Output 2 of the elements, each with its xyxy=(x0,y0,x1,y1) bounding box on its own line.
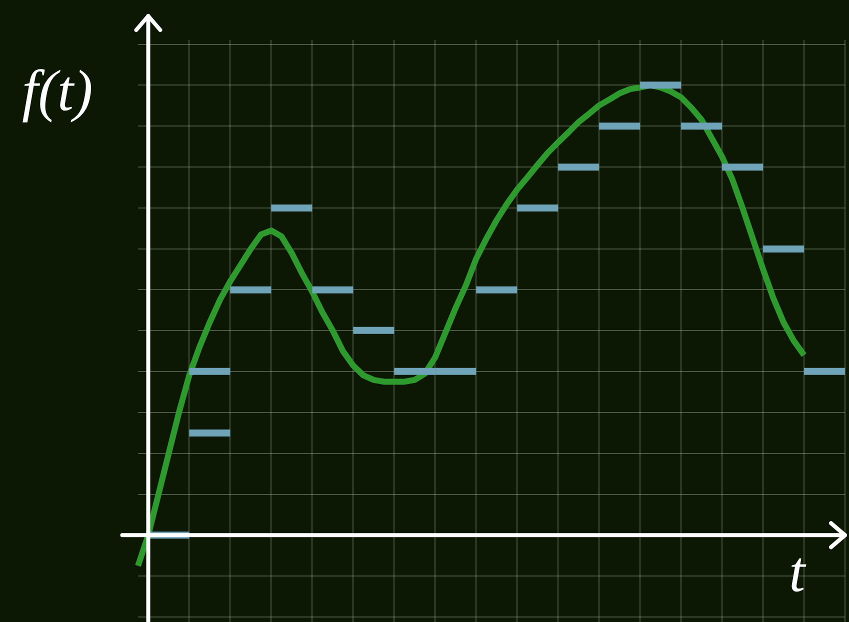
x-axis-title: t xyxy=(788,539,807,604)
y-axis-title: f(t) xyxy=(22,58,93,123)
